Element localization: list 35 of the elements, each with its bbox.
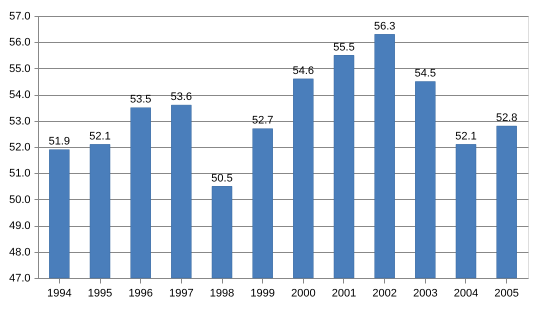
x-tick-label: 2004 bbox=[454, 288, 478, 300]
x-tick-label: 2005 bbox=[494, 288, 519, 300]
y-tick-label: 55.0 bbox=[9, 62, 30, 75]
x-tick-label: 2002 bbox=[372, 288, 397, 300]
y-tick-label: 57.0 bbox=[9, 10, 30, 22]
x-tick-label: 1996 bbox=[128, 288, 153, 300]
x-tick-label: 1999 bbox=[250, 288, 275, 300]
x-tick-label: 2003 bbox=[413, 288, 438, 300]
x-tick-label: 1994 bbox=[47, 288, 72, 300]
data-label: 54.5 bbox=[414, 68, 436, 80]
y-tick-label: 56.0 bbox=[9, 36, 30, 49]
x-tick-label: 2000 bbox=[291, 288, 316, 300]
y-tick-label: 51.0 bbox=[9, 168, 30, 180]
data-label: 55.5 bbox=[333, 41, 355, 54]
y-tick-label: 54.0 bbox=[9, 89, 30, 102]
x-tick-label: 2001 bbox=[332, 288, 356, 300]
y-tick-label: 49.0 bbox=[9, 220, 30, 232]
data-label: 56.3 bbox=[374, 20, 396, 32]
x-tick-label: 1997 bbox=[169, 288, 194, 300]
data-label: 53.6 bbox=[170, 91, 192, 104]
y-tick-label: 47.0 bbox=[9, 272, 30, 284]
data-label: 51.9 bbox=[48, 136, 70, 148]
data-label: 52.8 bbox=[496, 112, 518, 124]
x-tick-label: 1995 bbox=[88, 288, 112, 300]
data-label: 54.6 bbox=[292, 64, 314, 77]
data-label: 52.1 bbox=[89, 130, 111, 142]
data-label: 52.7 bbox=[252, 114, 274, 127]
y-tick-label: 52.0 bbox=[9, 142, 30, 154]
y-tick-label: 50.0 bbox=[9, 194, 30, 206]
data-label: 50.5 bbox=[211, 172, 233, 184]
y-tick-label: 48.0 bbox=[9, 246, 30, 258]
data-label: 52.1 bbox=[455, 130, 477, 142]
x-tick-label: 1998 bbox=[210, 288, 234, 300]
data-label: 53.5 bbox=[130, 94, 152, 106]
y-tick-label: 53.0 bbox=[9, 115, 30, 128]
